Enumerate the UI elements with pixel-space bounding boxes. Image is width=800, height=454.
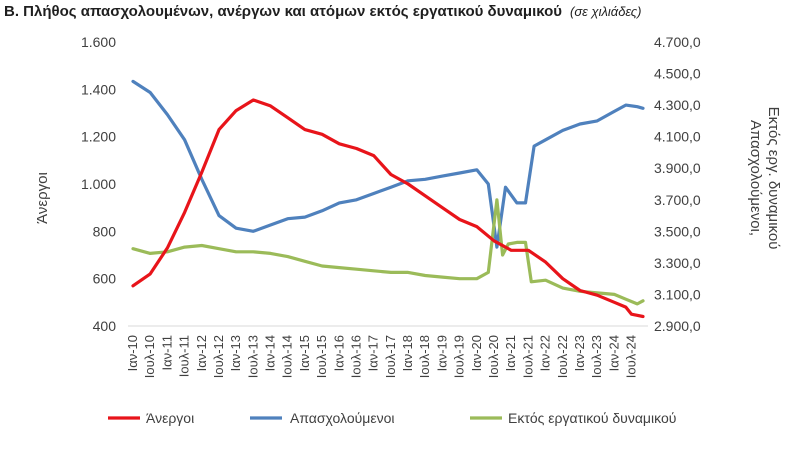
x-tick-label: Ιαν-11 xyxy=(159,335,174,370)
right-tick-label: 3.900,0 xyxy=(654,160,701,176)
right-tick-label: 4.300,0 xyxy=(654,97,701,113)
x-tick-label: Ιαν-24 xyxy=(606,335,621,371)
left-tick-label: 1.400 xyxy=(81,81,116,97)
x-tick-label: Ιαν-19 xyxy=(434,335,449,371)
left-tick-label: 1.000 xyxy=(81,176,116,192)
x-tick-label: Ιαν-12 xyxy=(194,335,209,371)
x-tick-label: Ιουλ-15 xyxy=(314,335,329,378)
x-tick-label: Ιουλ-24 xyxy=(624,335,639,378)
right-tick-label: 3.500,0 xyxy=(654,223,701,239)
series-line xyxy=(131,198,645,306)
right-tick-label: 2.900,0 xyxy=(654,318,701,334)
legend-label: Απασχολούμενοι xyxy=(290,410,394,426)
right-tick-label: 3.700,0 xyxy=(654,192,701,208)
x-tick-label: Ιαν-21 xyxy=(503,335,518,371)
x-tick-label: Ιαν-23 xyxy=(572,335,587,371)
x-tick-label: Ιαν-18 xyxy=(400,335,415,371)
x-tick-label: Ιουλ-11 xyxy=(177,335,192,377)
right-tick-label: 4.700,0 xyxy=(654,34,701,50)
x-tick-label: Ιαν-20 xyxy=(469,335,484,371)
x-tick-label: Ιαν-15 xyxy=(297,335,312,371)
x-tick-label: Ιουλ-12 xyxy=(211,335,226,378)
chart-title-text: Β. Πλήθος απασχολουμένων, ανέργων και ατ… xyxy=(4,3,563,20)
x-tick-label: Ιαν-13 xyxy=(228,335,243,371)
x-tick-label: Ιουλ-22 xyxy=(555,335,570,378)
x-tick-label: Ιαν-17 xyxy=(366,335,381,371)
legend-label: Εκτός εργατικού δυναμικού xyxy=(508,410,676,426)
x-tick-label: Ιαν-14 xyxy=(263,335,278,371)
x-tick-label: Ιουλ-16 xyxy=(349,335,364,378)
right-tick-label: 4.500,0 xyxy=(654,66,701,82)
x-tick-label: Ιουλ-14 xyxy=(280,335,295,378)
x-tick-label: Ιουλ-19 xyxy=(452,335,467,378)
right-axis-label-line1: Απασχολούμενοι, xyxy=(747,120,764,236)
right-tick-label: 4.100,0 xyxy=(654,129,701,145)
legend: Άνεργοι Απασχολούμενοι Εκτός εργατικού δυν… xyxy=(108,410,676,426)
x-tick-label: Ιουλ-21 xyxy=(520,335,535,378)
x-tick-label: Ιουλ-13 xyxy=(245,335,260,378)
x-tick-label: Ιουλ-18 xyxy=(417,335,432,378)
series-line xyxy=(131,98,645,319)
series-line xyxy=(131,79,645,249)
left-tick-label: 400 xyxy=(93,318,117,334)
left-axis-label: Άνεργοι xyxy=(34,172,51,224)
x-axis-ticks: Ιαν-10 Ιουλ-10 Ιαν-11 Ιουλ-11 Ιαν-12 Ιουλ-12 Ι… xyxy=(125,335,639,378)
left-tick-label: 600 xyxy=(93,271,117,287)
x-tick-label: Ιαν-10 xyxy=(125,335,140,371)
series-lines xyxy=(131,79,645,319)
left-tick-label: 1.600 xyxy=(81,34,116,50)
right-axis-ticks: 4.700,0 4.500,0 4.300,0 4.100,0 3.900,0 3.700… xyxy=(654,34,701,334)
left-tick-label: 800 xyxy=(93,223,117,239)
left-tick-label: 1.200 xyxy=(81,129,116,145)
x-tick-label: Ιαν-16 xyxy=(331,335,346,371)
right-tick-label: 3.100,0 xyxy=(654,286,701,302)
x-tick-label: Ιουλ-17 xyxy=(383,335,398,378)
chart-subtitle: (σε χιλιάδες) xyxy=(570,4,642,19)
left-axis-ticks: 1.600 1.400 1.200 1.000 800 600 400 xyxy=(81,34,116,334)
right-axis-label-line2: Εκτός εργ. δυναμικού xyxy=(765,107,782,250)
chart-title: Β. Πλήθος απασχολουμένων, ανέργων και ατ… xyxy=(4,3,641,20)
x-tick-label: Ιουλ-23 xyxy=(589,335,604,378)
right-tick-label: 3.300,0 xyxy=(654,255,701,271)
legend-label: Άνεργοι xyxy=(146,410,194,426)
x-tick-label: Ιουλ-10 xyxy=(142,335,157,378)
x-tick-label: Ιουλ-20 xyxy=(486,335,501,378)
x-tick-label: Ιαν-22 xyxy=(538,335,553,371)
